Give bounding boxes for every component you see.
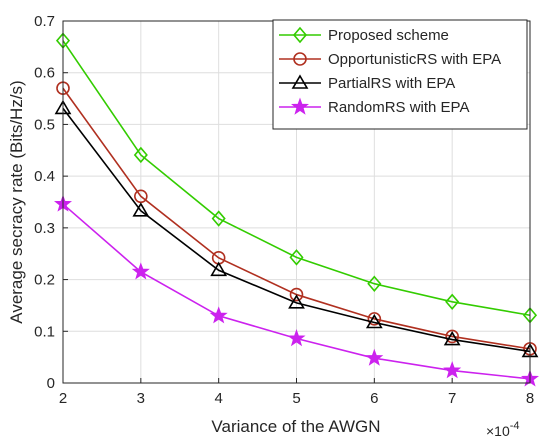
legend-item: RandomRS with EPA — [279, 97, 469, 116]
y-tick-label: 0.5 — [34, 116, 55, 133]
x-multiplier: ×10-4 — [486, 420, 520, 439]
ticks: 2 3 4 5 6 7 8 0 0.1 0.2 0.3 0.4 0.5 0.6 0.7 — [34, 13, 534, 407]
x-tick-label: 6 — [370, 390, 378, 407]
data-point — [287, 328, 306, 347]
data-point — [211, 210, 226, 227]
data-point — [288, 294, 305, 309]
series-line — [62, 107, 531, 353]
x-tick-label: 4 — [214, 390, 222, 407]
legend-marker — [291, 97, 309, 115]
x-tick-label: 2 — [59, 390, 67, 407]
y-axis-label: Average secracy rate (Bits/Hz/s) — [7, 80, 26, 323]
data-point — [365, 313, 383, 329]
data-point — [209, 306, 228, 324]
data-point — [365, 348, 384, 366]
series-1 — [55, 32, 538, 324]
legend-box — [272, 19, 528, 130]
data-point — [132, 202, 150, 217]
x-tick-label: 3 — [137, 390, 145, 407]
y-tick-label: 0.2 — [34, 272, 55, 289]
y-tick-label: 0.1 — [34, 323, 55, 340]
legend-label: OpportunisticRS with EPA — [328, 51, 501, 68]
legend: Proposed scheme OpportunisticRS with EPA P… — [272, 19, 528, 130]
data-point — [443, 361, 462, 379]
data-point — [367, 275, 382, 292]
legend-marker — [293, 52, 307, 66]
data-point — [367, 312, 382, 326]
legend-label: PartialRS with EPA — [328, 75, 455, 92]
x-axis-label: Variance of the AWGN — [211, 417, 380, 436]
data-point — [289, 287, 304, 302]
x-multiplier-base: ×10 — [486, 423, 510, 439]
data-point — [133, 146, 148, 164]
data-point — [443, 330, 461, 346]
y-tick-label: 0.4 — [34, 168, 55, 185]
data-point — [131, 262, 150, 280]
x-tick-label: 7 — [448, 390, 456, 407]
legend-marker — [292, 26, 308, 44]
x-multiplier-exp: -4 — [510, 420, 520, 432]
x-tick-label: 5 — [292, 390, 300, 407]
legend-item: OpportunisticRS with EPA — [279, 51, 501, 68]
x-tick-label: 8 — [526, 390, 534, 407]
data-point — [289, 249, 304, 266]
legend-item: Proposed scheme — [279, 26, 449, 44]
data-point — [445, 329, 459, 344]
y-tick-label: 0.7 — [34, 13, 55, 30]
y-tick-label: 0.6 — [34, 65, 55, 82]
data-point — [210, 261, 228, 277]
legend-item: PartialRS with EPA — [279, 74, 455, 92]
legend-label: RandomRS with EPA — [328, 99, 469, 116]
legend-label: Proposed scheme — [328, 27, 449, 44]
data-point — [445, 293, 460, 311]
y-tick-label: 0.3 — [34, 220, 55, 237]
y-tick-label: 0 — [47, 375, 55, 392]
series-line — [62, 40, 531, 317]
legend-marker — [291, 74, 309, 89]
series-layer — [54, 32, 539, 387]
